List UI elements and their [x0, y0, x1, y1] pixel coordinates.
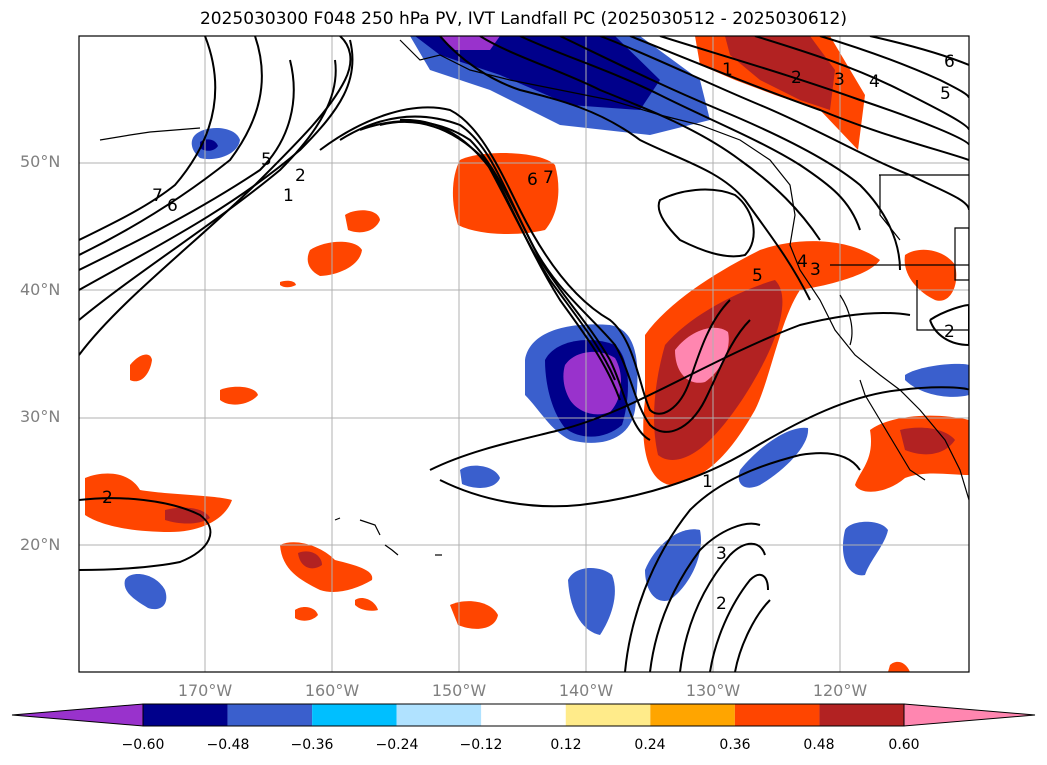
- colorbar-segment: [312, 704, 397, 726]
- colorbar-segment: [143, 704, 228, 726]
- contour-label: 2: [791, 68, 802, 88]
- contour-label: 3: [834, 70, 845, 90]
- colorbar-tick: 0.60: [888, 737, 920, 753]
- colorbar-segment: [396, 704, 482, 726]
- colorbar-segment: [481, 704, 566, 726]
- contour-label: 7: [543, 168, 554, 188]
- lat-label-50n: 50°N: [20, 152, 61, 171]
- map-frame: [78, 35, 970, 673]
- colorbar-tick: 0.48: [803, 737, 835, 753]
- lat-label-40n: 40°N: [20, 280, 61, 299]
- colorbar-tick: 0.24: [634, 737, 666, 753]
- contour-label: 3: [716, 544, 727, 564]
- coastlines: [99, 39, 969, 556]
- colorbar-segment: [227, 704, 313, 726]
- lat-label-20n: 20°N: [20, 535, 61, 554]
- lon-label-160w: 160°W: [304, 681, 360, 700]
- colorbar: [11, 703, 1036, 727]
- colorbar-extend-max: [903, 703, 1036, 727]
- negative-anomaly-shading: [124, 36, 969, 635]
- contour-label: 5: [752, 266, 763, 286]
- colorbar-extend-min: [11, 703, 144, 727]
- lon-label-130w: 130°W: [685, 681, 741, 700]
- lat-label-30n: 30°N: [20, 407, 61, 426]
- colorbar-tick: 0.12: [550, 737, 582, 753]
- contour-label: 4: [869, 72, 880, 92]
- colorbar-segment: [734, 704, 820, 726]
- colorbar-segment: [819, 704, 904, 726]
- contour-label: 4: [797, 252, 808, 272]
- colorbar-segments: [11, 703, 1036, 727]
- colorbar-tick: −0.48: [206, 737, 250, 753]
- colorbar-tick: −0.12: [459, 737, 503, 753]
- contour-label: 1: [283, 186, 294, 206]
- contour-label: 1: [722, 60, 733, 80]
- contour-label: 1: [702, 472, 713, 492]
- colorbar-tick: −0.24: [375, 737, 419, 753]
- lon-label-170w: 170°W: [177, 681, 233, 700]
- colorbar-tick: 0.36: [719, 737, 751, 753]
- map-plot: [78, 35, 970, 673]
- contour-label: 3: [810, 260, 821, 280]
- colorbar-segment: [650, 704, 735, 726]
- contour-label: 2: [716, 594, 727, 614]
- pv-contours: [79, 36, 969, 672]
- contour-label: 2: [944, 322, 955, 342]
- colorbar-segment: [565, 704, 651, 726]
- contour-label: 2: [295, 166, 306, 186]
- lon-label-150w: 150°W: [431, 681, 487, 700]
- contour-label: 2: [102, 488, 113, 508]
- contour-label: 6: [527, 170, 538, 190]
- colorbar-tick: −0.36: [290, 737, 334, 753]
- lon-label-120w: 120°W: [812, 681, 868, 700]
- contour-label: 6: [944, 52, 955, 72]
- lon-label-140w: 140°W: [558, 681, 614, 700]
- contour-label: 5: [261, 150, 272, 170]
- colorbar-frame: [142, 703, 905, 727]
- map-title: 2025030300 F048 250 hPa PV, IVT Landfall…: [199, 9, 847, 29]
- contour-label: 7: [152, 186, 163, 206]
- colorbar-tick: −0.60: [121, 737, 165, 753]
- contour-label: 5: [940, 84, 951, 104]
- contour-label: 6: [167, 196, 178, 216]
